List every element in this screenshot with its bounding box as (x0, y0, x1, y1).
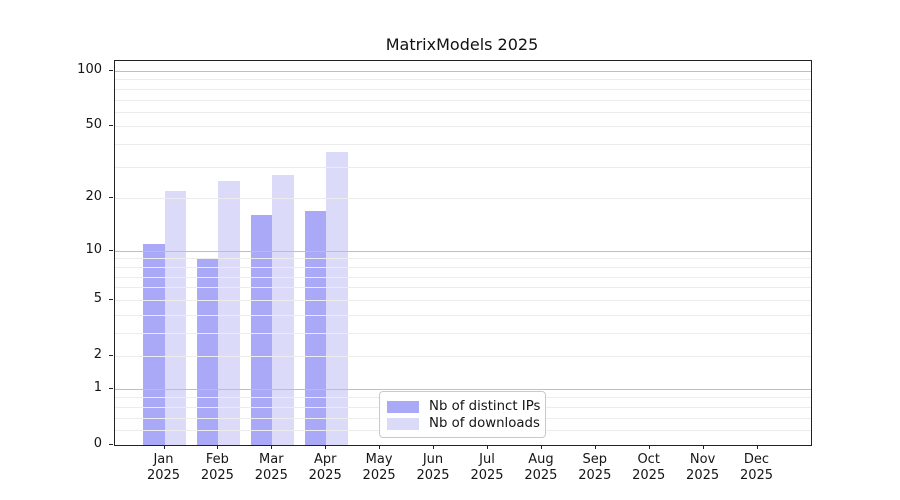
minor-gridline (115, 266, 811, 268)
minor-gridline (115, 99, 811, 101)
y-tick-mark (109, 387, 113, 389)
y-tick-label: 5 (93, 290, 102, 306)
bar-distinct-ips (250, 215, 273, 445)
x-tick-label: May 2025 (362, 452, 396, 483)
grid-layer (115, 61, 811, 445)
chart-title: MatrixModels 2025 (385, 35, 539, 54)
x-tick-mark (325, 445, 327, 449)
y-tick-label: 1 (93, 379, 102, 395)
minor-gridline (115, 79, 811, 81)
major-gridline (115, 388, 811, 390)
x-tick-mark (163, 445, 165, 449)
legend: Nb of distinct IPs Nb of downloads (379, 391, 546, 438)
minor-gridline (115, 258, 811, 260)
plot-area: Nb of distinct IPs Nb of downloads (114, 60, 812, 446)
legend-entry-distinct-ips: Nb of distinct IPs (387, 398, 541, 415)
y-tick-label: 100 (77, 62, 102, 77)
bar-downloads (164, 190, 186, 445)
x-tick-label: Oct 2025 (632, 452, 666, 483)
legend-swatch-distinct-ips (387, 400, 419, 413)
y-tick-mark (109, 125, 113, 127)
minor-gridline (115, 198, 811, 200)
x-tick-label: Feb 2025 (200, 452, 234, 483)
bar-downloads (272, 175, 294, 445)
x-tick-label: Jun 2025 (416, 452, 450, 483)
x-tick-label: Mar 2025 (254, 452, 288, 483)
minor-gridline (115, 356, 811, 357)
minor-gridline (115, 144, 811, 146)
y-tick-mark (109, 355, 113, 356)
x-axis-ticks: Jan 2025 Feb 2025 Mar 2025 Apr 2025 May 2025… (114, 445, 810, 500)
x-tick-mark (379, 445, 381, 449)
x-tick-label: Aug 2025 (524, 452, 558, 483)
x-tick-mark (702, 445, 704, 449)
bar-distinct-ips (143, 243, 165, 445)
x-tick-label: Sep 2025 (578, 452, 612, 483)
x-tick-mark (648, 445, 650, 449)
y-tick-label: 20 (85, 189, 102, 205)
legend-entry-downloads: Nb of downloads (387, 415, 540, 432)
y-tick-label: 2 (93, 347, 102, 362)
legend-swatch-downloads (387, 417, 419, 430)
minor-gridline (115, 287, 811, 289)
major-gridline (115, 250, 811, 252)
minor-gridline (115, 111, 811, 113)
y-tick-mark (109, 444, 113, 445)
x-tick-label: Nov 2025 (686, 452, 720, 483)
x-tick-label: Jul 2025 (470, 452, 504, 483)
y-axis-ticks: 0 1 2 5 10 20 50 100 (0, 60, 114, 451)
bar-downloads (218, 181, 240, 445)
minor-gridline (115, 126, 811, 128)
bar-downloads (326, 152, 348, 445)
minor-gridline (115, 276, 811, 278)
minor-gridline (115, 314, 811, 316)
minor-gridline (115, 299, 811, 301)
y-tick-mark (109, 249, 113, 251)
x-tick-label: Jan 2025 (146, 452, 181, 483)
y-tick-label: 10 (85, 241, 102, 257)
y-tick-mark (109, 298, 113, 300)
minor-gridline (115, 88, 811, 90)
x-tick-mark (487, 445, 488, 449)
minor-gridline (115, 166, 811, 168)
y-tick-label: 50 (85, 117, 102, 133)
x-tick-mark (271, 445, 273, 449)
legend-label-distinct-ips: Nb of distinct IPs (429, 399, 541, 414)
y-tick-mark (109, 70, 113, 71)
x-tick-mark (756, 445, 758, 449)
y-tick-label: 0 (93, 436, 102, 451)
x-tick-mark (433, 445, 434, 449)
x-tick-mark (594, 445, 596, 449)
bars-layer (115, 61, 811, 445)
minor-gridline (115, 332, 811, 334)
x-tick-mark (217, 445, 219, 449)
major-gridline (115, 71, 811, 72)
y-tick-mark (109, 197, 113, 199)
x-tick-label: Dec 2025 (739, 452, 774, 483)
x-tick-label: Apr 2025 (308, 452, 342, 483)
x-tick-mark (540, 445, 542, 449)
bar-distinct-ips (304, 210, 327, 445)
legend-label-downloads: Nb of downloads (429, 416, 540, 431)
